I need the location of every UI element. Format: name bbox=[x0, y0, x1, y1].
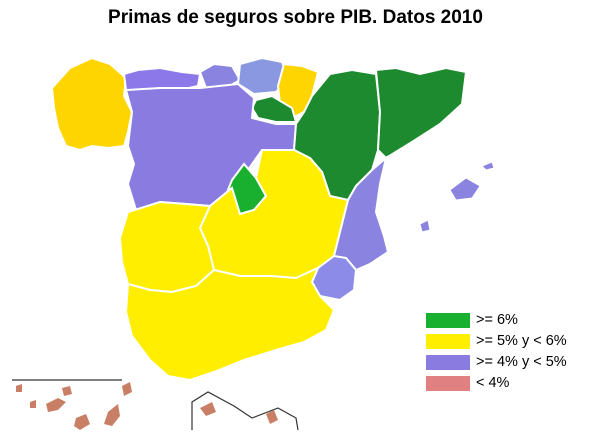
region-valencia bbox=[332, 155, 390, 272]
region-galicia bbox=[50, 56, 134, 152]
legend-swatch-5to6 bbox=[426, 333, 470, 349]
legend-label-4to5: >= 4% y < 5% bbox=[476, 354, 567, 370]
region-baleares-ibiza bbox=[419, 219, 431, 233]
legend-label-lt4: < 4% bbox=[476, 375, 510, 391]
region-canarias-lanzarote bbox=[122, 382, 132, 396]
region-canarias-fuerteventura bbox=[104, 404, 120, 426]
legend-item-4to5: >= 4% y < 5% bbox=[426, 352, 567, 372]
legend-swatch-gte6 bbox=[426, 312, 470, 328]
region-andalucia bbox=[124, 266, 336, 382]
map-legend: >= 6% >= 5% y < 6% >= 4% y < 5% < 4% bbox=[426, 310, 567, 394]
region-asturias bbox=[122, 66, 202, 92]
ceuta-melilla-inset-border bbox=[191, 391, 299, 431]
region-baleares-mallorca bbox=[449, 177, 481, 201]
legend-swatch-4to5 bbox=[426, 354, 470, 370]
region-melilla bbox=[266, 410, 278, 424]
region-canarias-west-2 bbox=[30, 400, 36, 408]
region-canarias-north bbox=[62, 386, 72, 396]
legend-item-lt4: < 4% bbox=[426, 373, 567, 393]
region-canarias-gran-canaria bbox=[74, 414, 90, 430]
region-extremadura bbox=[118, 200, 216, 294]
region-baleares-menorca bbox=[481, 161, 495, 171]
region-cataluna bbox=[374, 66, 468, 160]
region-canarias-tenerife bbox=[46, 398, 66, 412]
legend-item-5to6: >= 5% y < 6% bbox=[426, 331, 567, 351]
legend-swatch-lt4 bbox=[426, 375, 470, 391]
region-ceuta bbox=[200, 402, 216, 416]
legend-label-5to6: >= 5% y < 6% bbox=[476, 333, 567, 349]
map-title: Primas de seguros sobre PIB. Datos 2010 bbox=[108, 7, 483, 28]
region-canarias-west-1 bbox=[16, 384, 22, 392]
legend-item-gte6: >= 6% bbox=[426, 310, 567, 330]
legend-label-gte6: >= 6% bbox=[476, 312, 518, 328]
